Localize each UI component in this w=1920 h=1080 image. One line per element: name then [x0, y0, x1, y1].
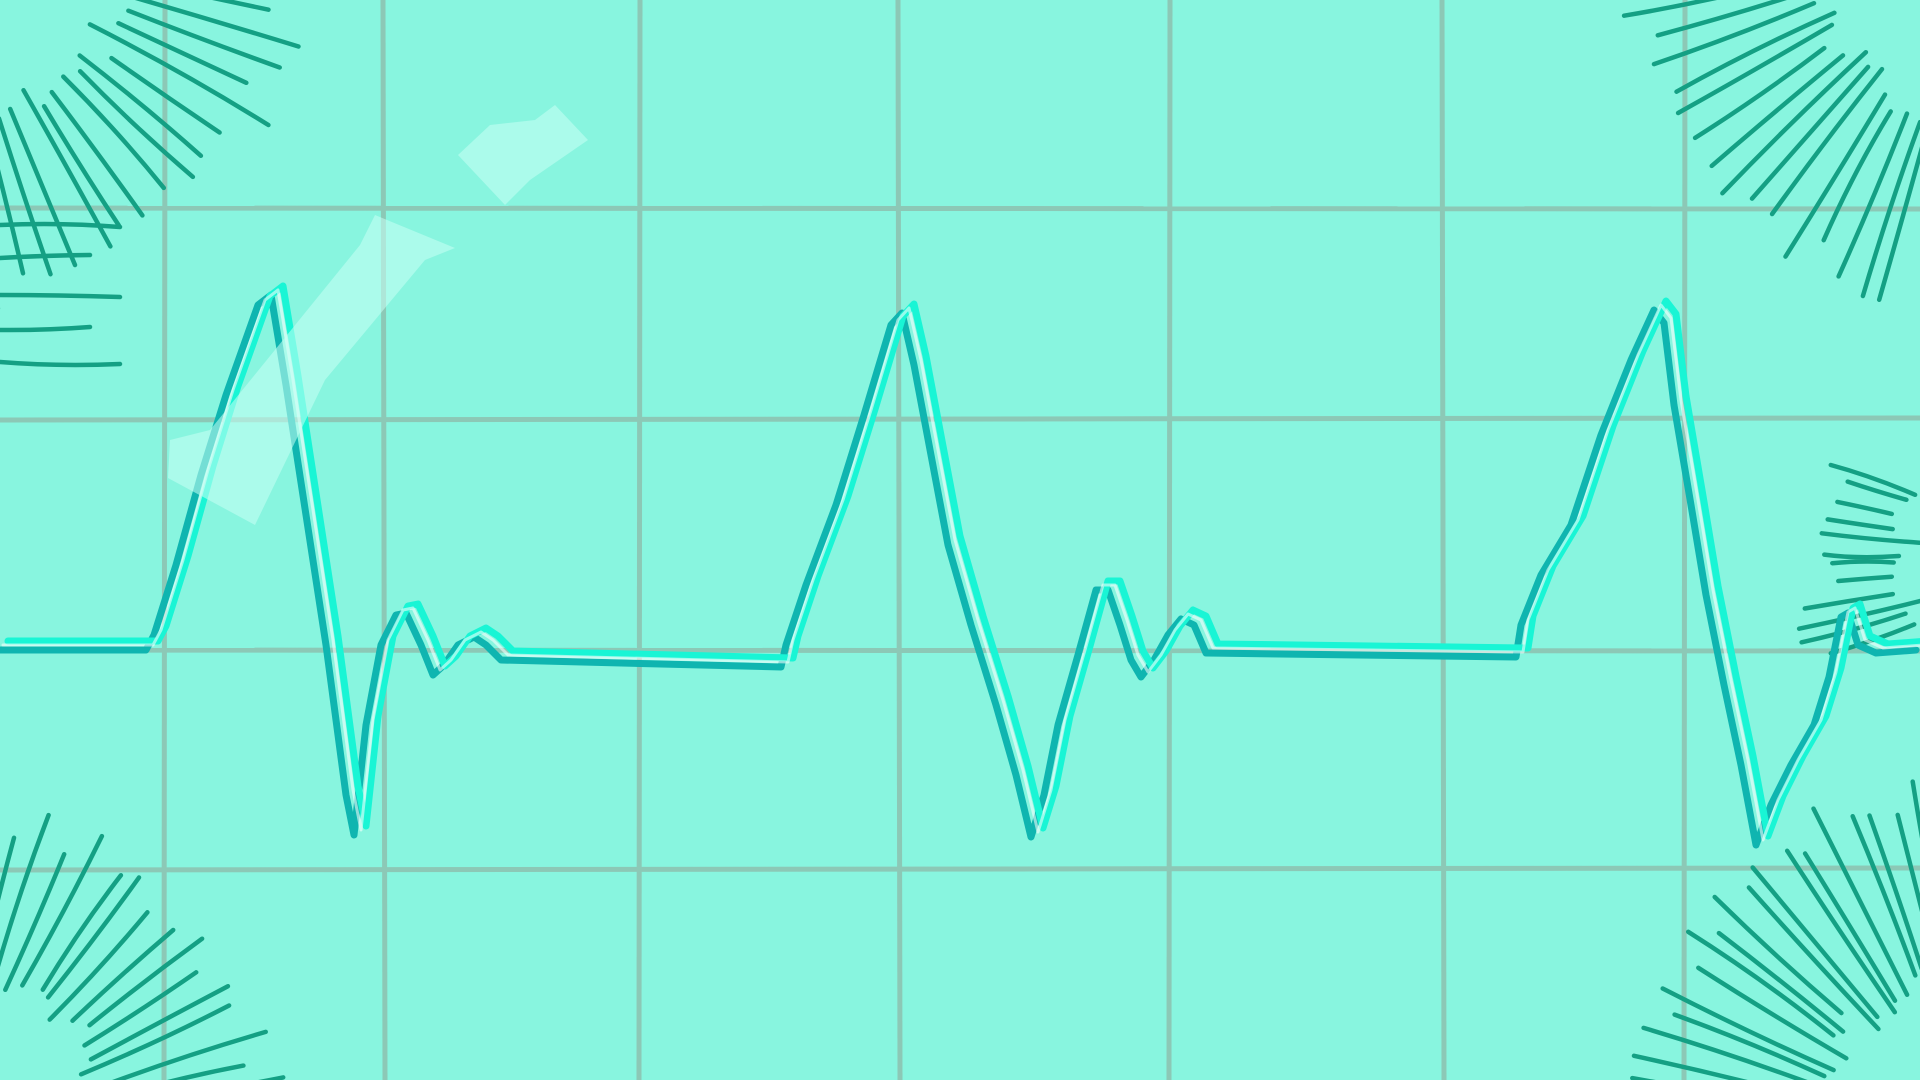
hatch-stroke [1830, 559, 1896, 566]
grid-line-vertical [895, 0, 903, 1080]
hatch-stroke [87, 936, 205, 1028]
hatch-stroke [1660, 986, 1836, 1073]
grid-line-horizontal [0, 205, 1920, 212]
hatch-stroke [1895, 812, 1920, 912]
hatch-stroke [1685, 929, 1836, 1038]
hatch-stroke [1802, 851, 1898, 1003]
hatch-stroke [1822, 552, 1902, 560]
hatch-stroke [0, 835, 17, 901]
hatch-stroke [1783, 92, 1888, 259]
hatch-stroke [0, 812, 51, 968]
grid-line-horizontal [0, 865, 1920, 873]
hatch-stroke [109, 55, 222, 135]
hatch-stroke [134, 0, 301, 49]
hatch-stroke [70, 927, 176, 1023]
hatch-stroke [1696, 965, 1849, 1061]
tape-strips [168, 105, 588, 525]
ecg-waveform [0, 282, 1920, 849]
hatch-stroke [78, 1003, 232, 1077]
hatch-stroke [1811, 806, 1910, 998]
hatch-stroke [45, 875, 142, 1000]
hatch-stroke [47, 910, 150, 1022]
grid-line-horizontal [0, 415, 1920, 423]
grid-line-vertical [1439, 0, 1447, 1080]
grid-line-vertical [1166, 0, 1173, 1080]
hatch-stroke [1746, 885, 1881, 1032]
hatch-stroke [0, 359, 123, 368]
hatch-stroke [41, 103, 122, 228]
hatch-stroke [77, 53, 204, 159]
ecg-trace-shadow [0, 291, 1920, 849]
tape-strip-small [458, 105, 588, 205]
hatch-stroke [1675, 22, 1835, 116]
hatch-stroke [82, 970, 199, 1048]
hatch-stroke [0, 324, 93, 333]
hatch-stroke [1876, 146, 1920, 303]
hatch-stroke [87, 22, 271, 128]
hatch-stroke [21, 87, 113, 249]
hatch-stroke [1750, 865, 1880, 1020]
hatch-stroke [3, 851, 67, 993]
grid-line-horizontal [0, 647, 1920, 654]
hatch-stroke [1716, 930, 1846, 1034]
hatch-stroke [1910, 779, 1920, 839]
hatch-stroke [1836, 111, 1910, 279]
hatch-stroke [1828, 462, 1918, 498]
hatch-stroke [1825, 517, 1895, 532]
hatch-stroke [1867, 813, 1920, 970]
hatch-stroke [77, 68, 196, 180]
hatch-stroke [1720, 49, 1869, 196]
ecg-trace-core [1, 288, 1920, 842]
hatch-stroke [116, 20, 249, 86]
hatch-stroke [1674, 10, 1837, 94]
hatch-stroke [49, 89, 145, 218]
hatch-stroke [1641, 1025, 1808, 1080]
grid-line-vertical [636, 0, 643, 1080]
tape-strip-large [168, 215, 455, 525]
hatch-stroke [0, 292, 123, 300]
hatch-stroke [1821, 109, 1893, 243]
hatch-stroke [1692, 45, 1827, 141]
hatch-stroke [166, 1063, 246, 1080]
hatch-stroke [1802, 591, 1896, 611]
hatch-stroke [126, 8, 282, 70]
hatch-stroke [1655, 0, 1787, 38]
hatch-stroke [1819, 531, 1920, 545]
hatch-stroke [1672, 1012, 1827, 1079]
grid-line-vertical [161, 0, 168, 1080]
hatch-stroke [1845, 479, 1909, 503]
hatch-stroke [88, 983, 231, 1062]
hatch-stroke [1850, 813, 1918, 978]
hatch-stroke [0, 221, 123, 230]
grid-line-vertical [1681, 0, 1688, 1080]
hatch-stroke [1769, 66, 1885, 217]
hatch-stroke [1836, 574, 1895, 584]
hatch-stroke [1631, 1053, 1748, 1080]
hatch-stroke [0, 252, 93, 261]
hatch-stroke [1651, 0, 1817, 67]
hatch-stroke [211, 0, 271, 12]
hatch-stroke [1712, 894, 1844, 1016]
hatch-stroke [40, 873, 124, 992]
hatch-stroke [1835, 499, 1895, 517]
hatch-stroke [7, 106, 78, 268]
hatch-stroke [61, 74, 167, 191]
hatch-stroke [20, 833, 105, 988]
ecg-trace-highlight [4, 282, 1920, 840]
hatch-stroke [1749, 64, 1871, 201]
hatch-stroke [1621, 0, 1718, 18]
hatch-stroke [1709, 53, 1846, 169]
grid-line-vertical [380, 0, 388, 1080]
hatch-stroke [1784, 848, 1898, 1015]
hatch-stroke [1860, 119, 1920, 299]
